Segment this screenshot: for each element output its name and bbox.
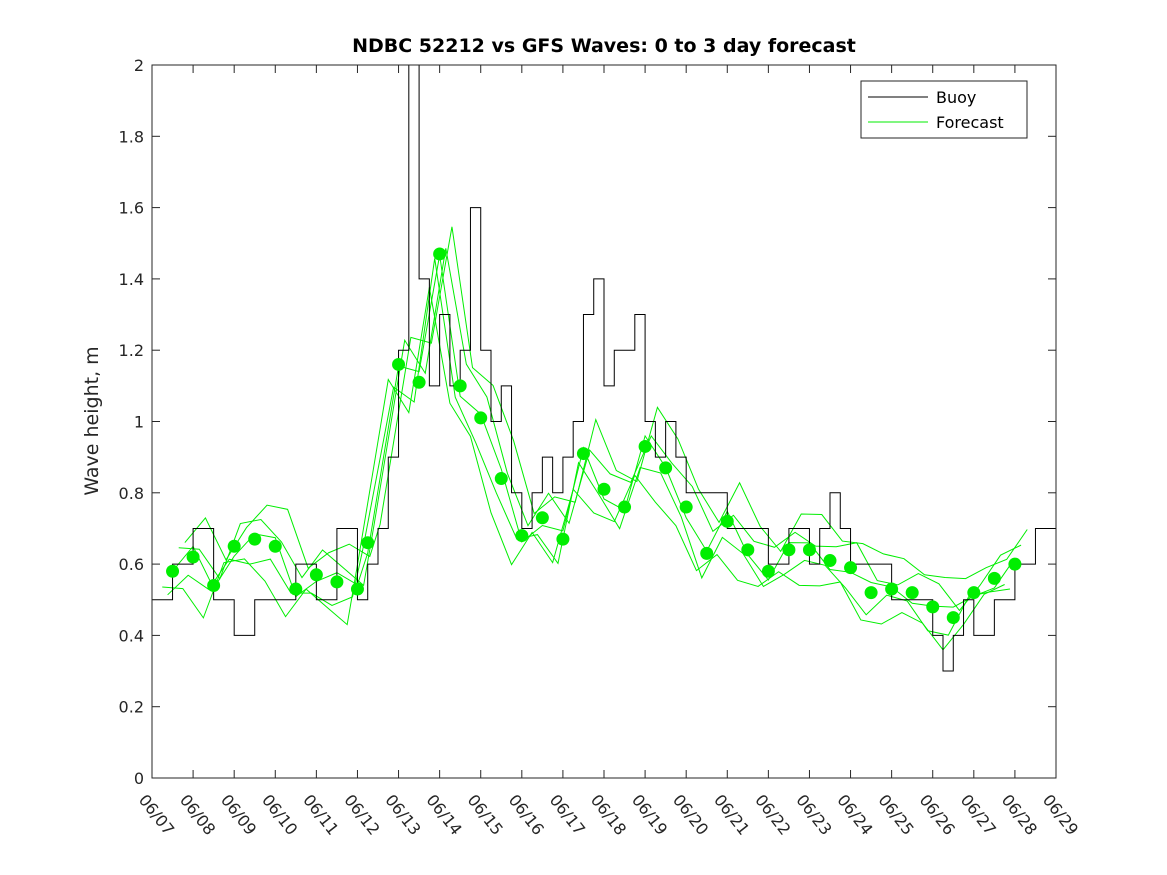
x-tick-label: 06/17 [546,791,589,839]
forecast-point [638,439,652,453]
forecast-point [350,582,364,596]
chart-title: NDBC 52212 vs GFS Waves: 0 to 3 day fore… [352,35,856,57]
y-tick-label: 0 [134,769,144,788]
buoy-series-line [152,64,1056,672]
y-tick-label: 1.8 [119,127,144,146]
x-tick-label: 06/26 [916,791,959,839]
forecast-line [162,287,1005,651]
x-tick-label: 06/08 [176,791,219,839]
x-tick-label: 06/11 [299,791,342,839]
forecast-point [741,543,755,557]
y-tick-label: 1.4 [119,270,144,289]
forecast-point [474,411,488,425]
forecast-point [412,375,426,389]
y-tick-label: 1 [134,413,144,432]
forecast-line [184,226,1028,580]
y-axis: 0 0.2 0.4 0.6 0.8 1 1.2 1.4 1.6 1.8 2 [119,56,1056,788]
legend: Buoy Forecast [860,80,1028,139]
x-tick-label: 06/09 [217,791,260,839]
forecast-point [494,472,508,486]
x-tick-label: 06/10 [258,791,301,839]
y-tick-label: 0.8 [119,484,144,503]
forecast-point [361,536,375,550]
x-tick-label: 06/14 [422,791,465,839]
forecast-point [802,543,816,557]
x-tick-label: 06/16 [505,791,548,839]
x-tick-label: 06/20 [669,791,712,839]
forecast-point [844,561,858,575]
forecast-point [885,582,899,596]
forecast-point [946,611,960,625]
x-tick-label: 06/27 [957,791,1000,839]
forecast-point [453,379,467,393]
y-axis-label: Wave height, m [81,346,103,495]
forecast-markers [166,247,1022,625]
forecast-line [167,258,1011,636]
forecast-point [987,571,1001,585]
forecast-point [535,511,549,525]
y-tick-label: 2 [134,56,144,75]
forecast-point [782,543,796,557]
y-tick-label: 0.4 [119,626,144,645]
forecast-point [166,564,180,578]
forecast-point [761,564,775,578]
forecast-point [576,447,590,461]
plot-background [152,65,1056,778]
x-tick-label: 06/12 [340,791,383,839]
forecast-point [1008,557,1022,571]
forecast-point [268,539,282,553]
forecast-point [186,550,200,564]
forecast-point [207,578,221,592]
y-tick-label: 1.2 [119,341,144,360]
forecast-point [227,539,241,553]
legend-box [860,80,1028,139]
y-tick-label: 1.6 [119,199,144,218]
y-tick-label: 0.2 [119,698,144,717]
legend-forecast-label: Forecast [936,113,1004,132]
forecast-point [515,529,529,543]
x-tick-label: 06/28 [998,791,1041,839]
x-tick-label: 06/29 [1039,791,1082,839]
forecast-point [597,482,611,496]
x-tick-label: 06/25 [874,791,917,839]
forecast-point [967,586,981,600]
forecast-point [679,500,693,514]
forecast-point [659,461,673,475]
legend-buoy-label: Buoy [936,88,976,107]
forecast-line [172,255,1016,608]
x-tick-label: 06/23 [792,791,835,839]
y-tick-label: 0.6 [119,555,144,574]
forecast-point [248,532,262,546]
x-tick-label: 06/22 [751,791,794,839]
forecast-point [433,247,447,261]
forecast-point [330,575,344,589]
forecast-point [556,532,570,546]
forecast-point [823,554,837,568]
forecast-line [178,248,1022,612]
forecast-point [289,582,303,596]
forecast-point [926,600,940,614]
forecast-point [905,586,919,600]
forecast-point [618,500,632,514]
x-tick-label: 06/15 [464,791,507,839]
forecast-point [720,514,734,528]
forecast-point [309,568,323,582]
buoy-line [152,64,1056,672]
x-tick-label: 06/18 [587,791,630,839]
x-tick-label: 06/21 [710,791,753,839]
forecast-point [864,586,878,600]
x-tick-label: 06/19 [628,791,671,839]
x-tick-label: 06/07 [135,791,178,839]
forecast-point [392,357,406,371]
x-tick-label: 06/13 [381,791,424,839]
x-tick-label: 06/24 [833,791,876,839]
forecast-point [700,546,714,560]
forecast-series-lines [162,226,1028,651]
